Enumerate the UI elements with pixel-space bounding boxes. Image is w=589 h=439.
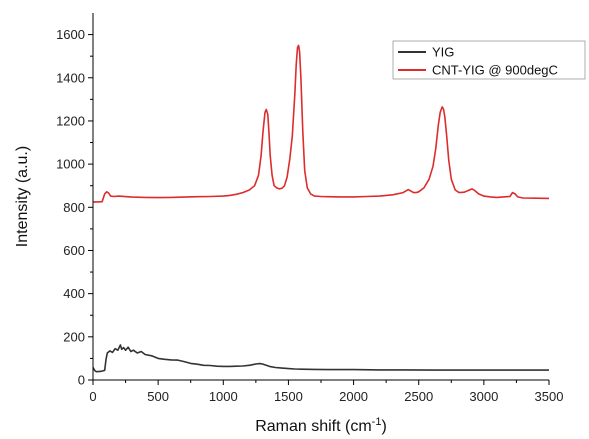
x-tick-label: 3000 — [469, 389, 498, 404]
legend-label-yig: YIG — [432, 45, 454, 60]
x-axis-label-main: Raman shift (cm — [255, 418, 371, 435]
x-axis-label: Raman shift (cm-1) — [255, 416, 387, 435]
x-tick-label: 500 — [147, 389, 169, 404]
series-line-1 — [93, 44, 550, 203]
y-tick-label: 0 — [78, 373, 85, 388]
y-tick-label: 1000 — [56, 157, 85, 172]
series-line-0 — [92, 344, 549, 373]
x-tick-label: 2000 — [339, 389, 368, 404]
y-tick-label: 800 — [63, 200, 85, 215]
x-tick-label: 2500 — [404, 389, 433, 404]
y-tick-label: 1200 — [56, 113, 85, 128]
y-tick-label: 1600 — [56, 27, 85, 42]
legend-label-cnt-yig: CNT-YIG @ 900degC — [432, 63, 558, 78]
y-axis-label: Intensity (a.u.) — [14, 146, 31, 247]
x-axis-label-superscript: -1 — [372, 416, 382, 428]
legend: YIG CNT-YIG @ 900degC — [392, 40, 586, 80]
x-tick-label: 1000 — [209, 389, 238, 404]
plot-area — [92, 44, 550, 373]
y-tick-label: 400 — [63, 286, 85, 301]
y-tick-label: 200 — [63, 329, 85, 344]
legend-box — [392, 40, 586, 80]
x-axis-label-end: ) — [381, 418, 386, 435]
y-tick-label: 1400 — [56, 70, 85, 85]
x-tick-label: 0 — [89, 389, 96, 404]
ticks: 0 500 1000 1500 2000 2500 3000 3500 0 200 400 600 80… — [56, 27, 563, 404]
x-tick-label: 1500 — [274, 389, 303, 404]
y-tick-label: 600 — [63, 243, 85, 258]
x-tick-label: 3500 — [535, 389, 564, 404]
